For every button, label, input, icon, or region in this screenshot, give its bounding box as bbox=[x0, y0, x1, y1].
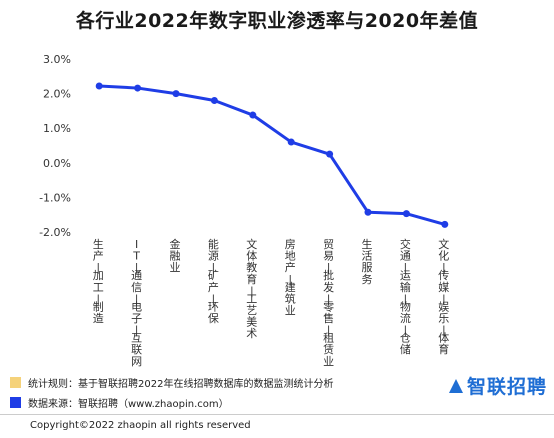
footnote-source-text: 数据来源：智联招聘（www.zhaopin.com） bbox=[28, 399, 229, 410]
x-tick-label: 生产|加工|制造 bbox=[93, 237, 104, 325]
data-point bbox=[402, 210, 410, 218]
copyright-text: Copyright©2022 zhaopin all rights reserv… bbox=[30, 420, 251, 431]
data-point bbox=[134, 84, 142, 92]
data-point bbox=[210, 97, 218, 105]
data-point bbox=[95, 82, 103, 90]
y-tick-label: -2.0% bbox=[39, 226, 71, 239]
x-tick-label: 文体教育|工艺美术 bbox=[246, 237, 257, 340]
y-tick-label: 2.0% bbox=[43, 88, 71, 101]
x-tick-label: 金融业 bbox=[170, 237, 181, 274]
x-tick-label: I T |通信|电子|互联网 bbox=[131, 238, 142, 368]
x-tick-label: 生活服务 bbox=[362, 237, 373, 286]
footnote-rule: 统计规则：基于智联招聘2022年在线招聘数据库的数据监测统计分析 bbox=[10, 375, 333, 390]
yellow-swatch-icon bbox=[10, 377, 21, 388]
footer-divider bbox=[0, 414, 554, 415]
x-tick-label: 能源|矿产|环保 bbox=[208, 237, 219, 325]
y-tick-label: -1.0% bbox=[39, 191, 71, 204]
y-tick-label: 1.0% bbox=[43, 122, 71, 135]
x-tick-label: 房地产|建筑业 bbox=[285, 238, 296, 317]
chart-title: 各行业2022年数字职业渗透率与2020年差值 bbox=[75, 10, 479, 32]
zhaopin-logo: 智联招聘 bbox=[449, 372, 547, 399]
footnote-source: 数据来源：智联招聘（www.zhaopin.com） bbox=[10, 395, 229, 410]
data-point bbox=[441, 220, 449, 228]
line-chart: 3.0% 2.0% 1.0% 0.0% -1.0% -2.0% 生产|加工|制造 I T |通信|… bbox=[39, 53, 449, 368]
y-tick-label: 0.0% bbox=[43, 157, 71, 170]
logo-mark-icon bbox=[449, 378, 463, 393]
footnote-rule-text: 统计规则：基于智联招聘2022年在线招聘数据库的数据监测统计分析 bbox=[28, 379, 334, 390]
data-point bbox=[364, 208, 372, 216]
x-tick-label: 交通|运输|物流|仓储 bbox=[400, 237, 411, 356]
data-point bbox=[249, 111, 257, 119]
logo-text: 智联招聘 bbox=[467, 376, 548, 398]
data-point bbox=[287, 138, 295, 146]
data-point bbox=[172, 90, 180, 98]
x-tick-label: 贸易|批发|零售|租赁业 bbox=[323, 238, 334, 368]
data-point bbox=[326, 150, 334, 158]
x-tick-label: 文化|传媒|娱乐|体育 bbox=[438, 237, 449, 356]
y-tick-label: 3.0% bbox=[43, 53, 71, 66]
blue-swatch-icon bbox=[10, 397, 21, 408]
series-line bbox=[99, 84, 446, 226]
